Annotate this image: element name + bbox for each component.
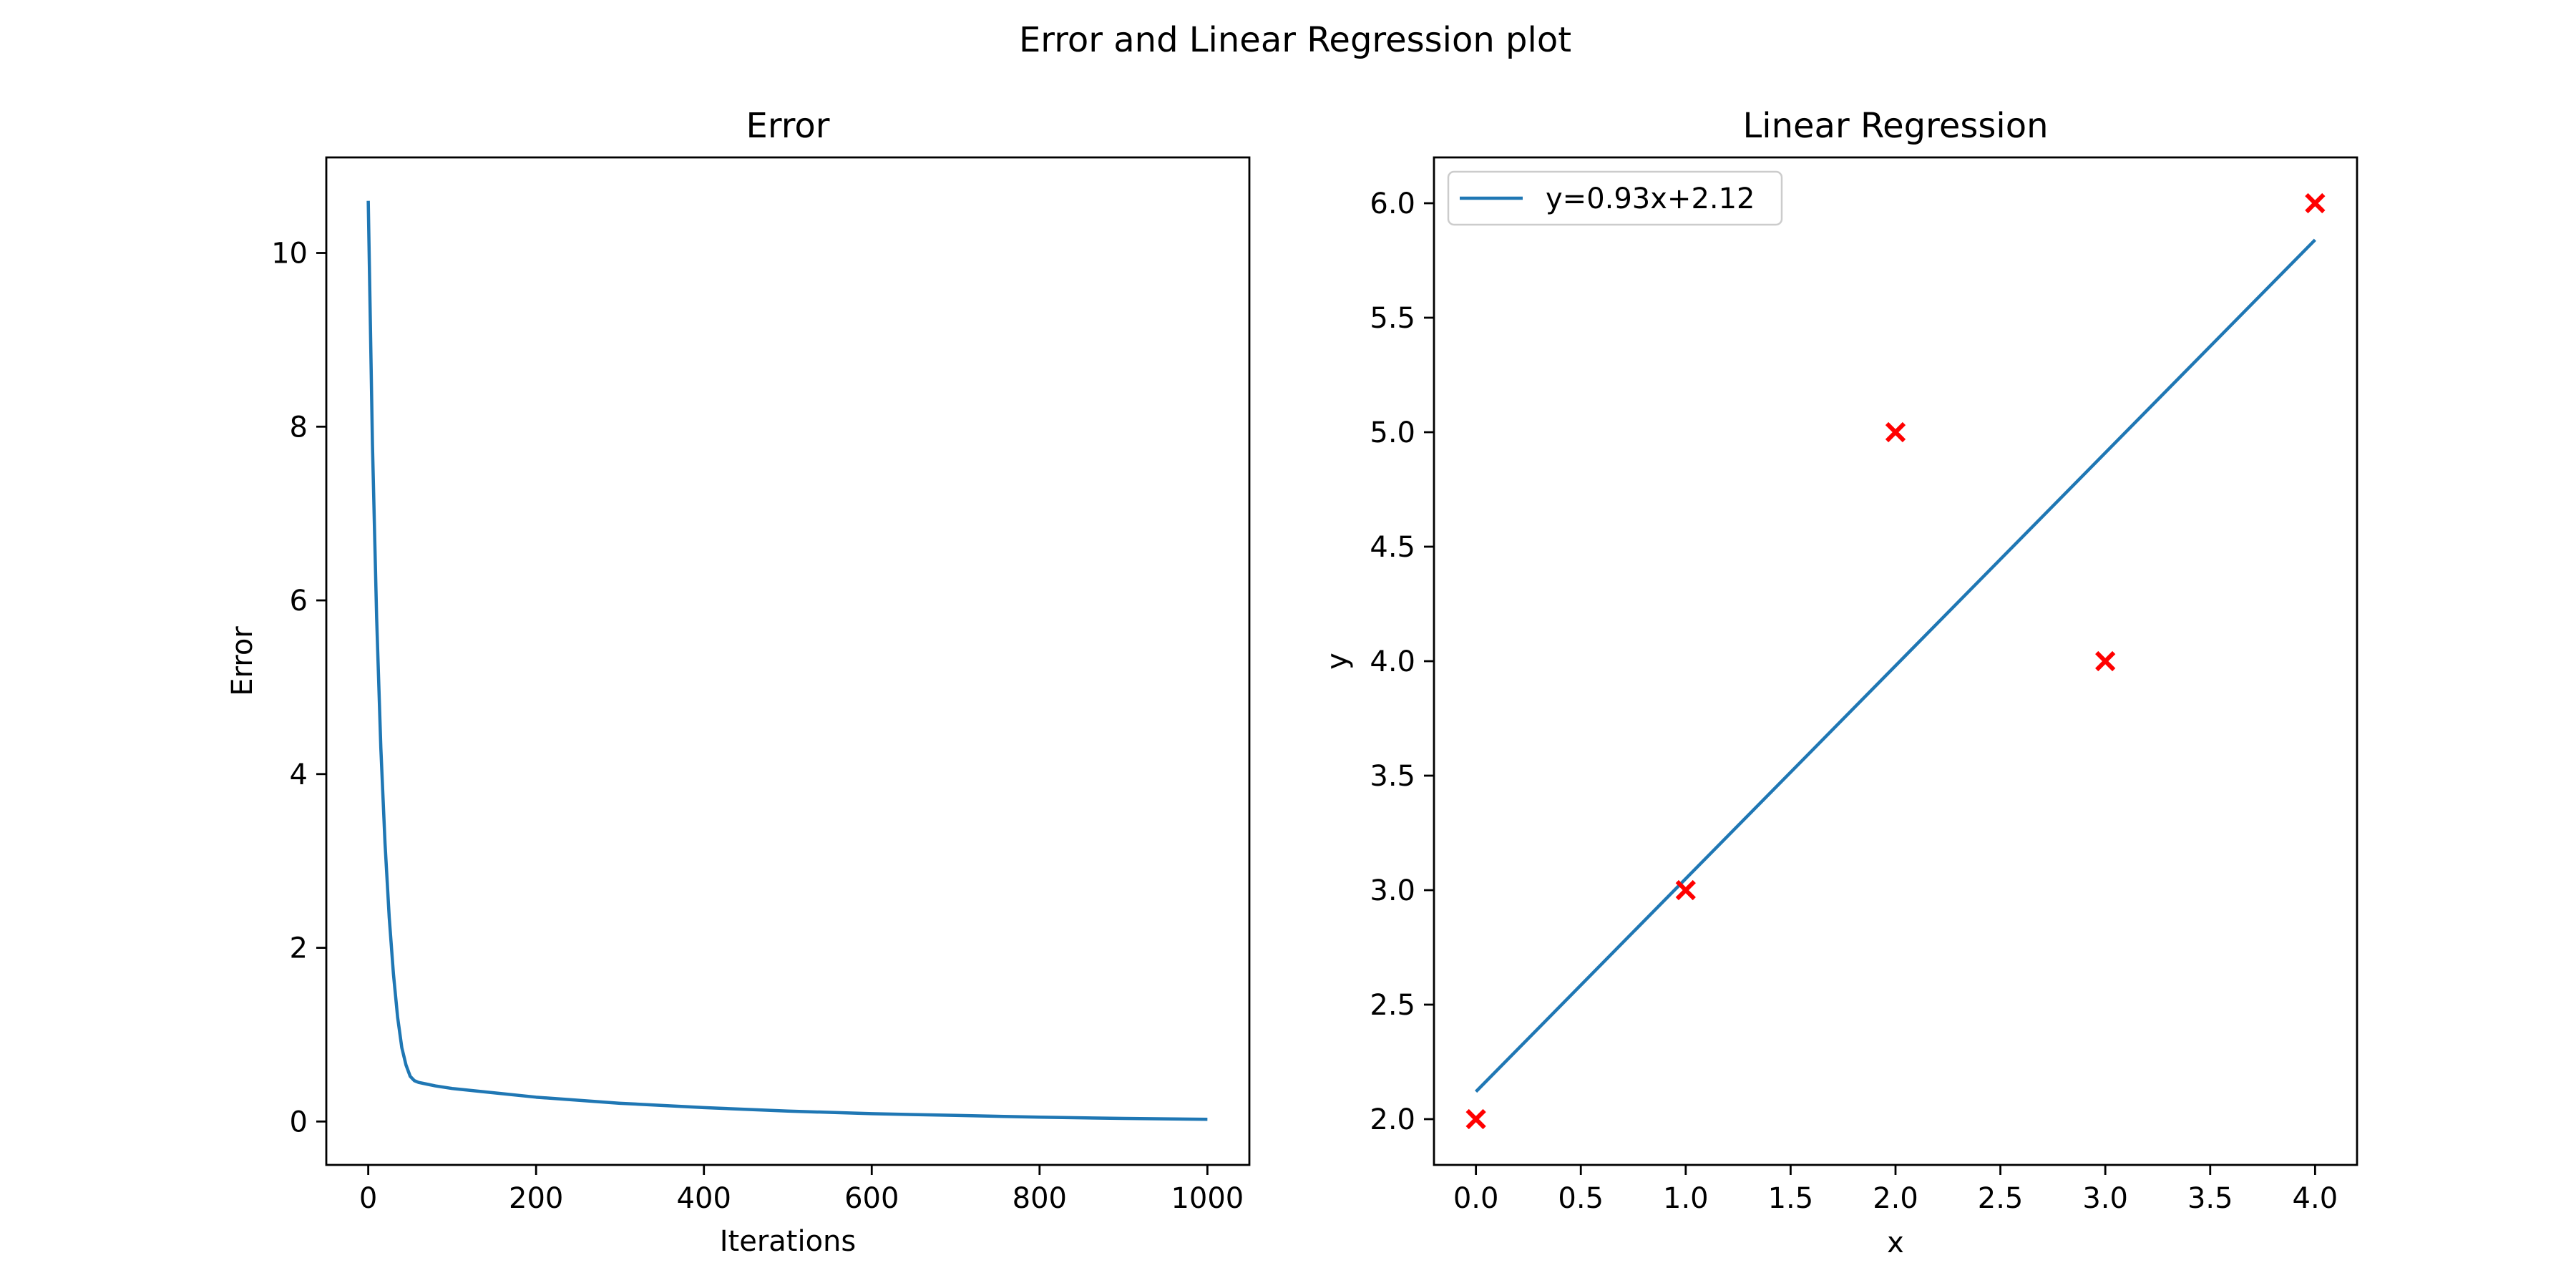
error-ylabel: Error xyxy=(226,626,259,696)
regression-ytick-label: 3.0 xyxy=(1370,874,1415,907)
regression-xtick-label: 1.5 xyxy=(1768,1182,1814,1215)
regression-ytick-label: 5.5 xyxy=(1370,302,1415,335)
error-ytick-label: 8 xyxy=(290,411,308,444)
regression-xtick-label: 2.5 xyxy=(1978,1182,2024,1215)
error-xlabel: Iterations xyxy=(720,1225,857,1258)
regression-title: Linear Regression xyxy=(1743,106,2049,146)
regression-subplot: Linear Regression x y 0.0 0.5 1.0 1.5 2.0 2.5… xyxy=(1321,106,2358,1259)
scatter-point-marker xyxy=(1675,879,1696,901)
error-xtick-label: 0 xyxy=(359,1182,377,1215)
error-axes-frame xyxy=(325,156,1251,1166)
figure-suptitle: Error and Linear Regression plot xyxy=(1019,20,1571,60)
regression-xtick-label: 3.5 xyxy=(2187,1182,2233,1215)
error-ytick-label: 4 xyxy=(290,758,308,791)
regression-xtick-label: 2.0 xyxy=(1873,1182,1918,1215)
error-xtick-label: 200 xyxy=(509,1182,563,1215)
error-curve xyxy=(366,200,1208,1121)
error-xtick-label: 1000 xyxy=(1171,1182,1244,1215)
regression-xtick-label: 4.0 xyxy=(2293,1182,2338,1215)
regression-points xyxy=(1465,192,2326,1130)
regression-ticks: 0.0 0.5 1.0 1.5 2.0 2.5 3.0 3.5 4.0 2.0 2.5 3.0 3.5 4… xyxy=(1370,187,2338,1215)
scatter-point-marker xyxy=(1465,1108,1486,1130)
regression-xtick-label: 1.0 xyxy=(1663,1182,1709,1215)
error-title: Error xyxy=(746,106,830,146)
scatter-point-marker xyxy=(2305,192,2326,214)
error-ytick-label: 2 xyxy=(290,932,308,965)
regression-ytick-label: 2.5 xyxy=(1370,989,1415,1022)
regression-xtick-label: 0.0 xyxy=(1453,1182,1499,1215)
regression-xtick-label: 0.5 xyxy=(1558,1182,1604,1215)
scatter-point-marker xyxy=(1885,421,1906,443)
error-xtick-label: 400 xyxy=(677,1182,731,1215)
regression-xlabel: x xyxy=(1887,1226,1904,1259)
regression-ytick-label: 4.5 xyxy=(1370,531,1415,564)
error-ytick-label: 10 xyxy=(271,238,308,270)
regression-ytick-label: 4.0 xyxy=(1370,645,1415,678)
regression-ytick-label: 3.5 xyxy=(1370,760,1415,793)
regression-ytick-label: 2.0 xyxy=(1370,1103,1415,1136)
error-ytick-label: 6 xyxy=(290,585,308,618)
regression-ytick-label: 6.0 xyxy=(1370,187,1415,220)
error-ytick-label: 0 xyxy=(290,1106,308,1138)
error-xtick-label: 600 xyxy=(844,1182,899,1215)
legend-entry-fit-line: y=0.93x+2.12 xyxy=(1546,182,1755,215)
regression-ytick-label: 5.0 xyxy=(1370,416,1415,449)
error-subplot: Error Iterations Error 0 200 400 600 800 1000… xyxy=(226,106,1251,1258)
regression-fit-line xyxy=(1475,238,2316,1093)
regression-xtick-label: 3.0 xyxy=(2082,1182,2128,1215)
error-ticks: 0 200 400 600 800 1000 0 2 4 6 8 10 xyxy=(271,238,1244,1215)
regression-ylabel: y xyxy=(1321,653,1354,670)
regression-legend: y=0.93x+2.12 xyxy=(1447,170,1783,226)
legend-box xyxy=(1447,170,1783,226)
error-xtick-label: 800 xyxy=(1013,1182,1067,1215)
scatter-point-marker xyxy=(2095,650,2116,672)
